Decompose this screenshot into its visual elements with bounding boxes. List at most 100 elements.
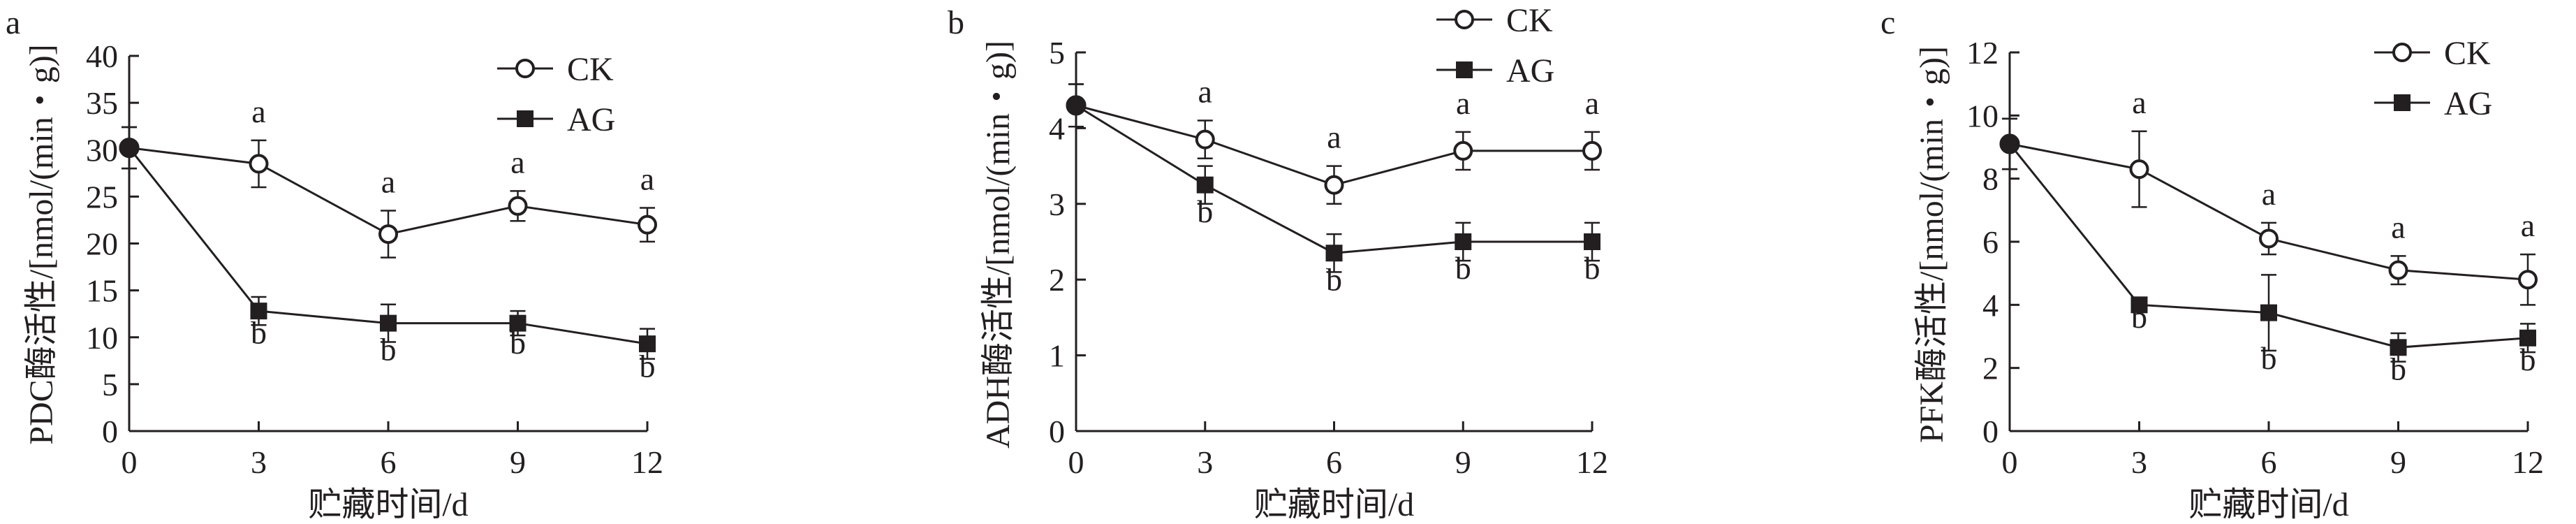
data-point [1453,140,1473,161]
y-tick-label: 35 [86,85,118,121]
significance-label: a [381,164,395,200]
significance-label: b [1326,261,1342,297]
legend-marker [2394,94,2411,111]
significance-label: a [2132,85,2146,120]
legend-entry-ag: AG [2374,85,2492,122]
legend-marker [1456,61,1473,78]
significance-label: b [2261,340,2277,376]
legend-label: CK [2444,35,2491,72]
y-tick-label: 15 [86,273,118,309]
series-line [2009,143,2529,281]
y-tick-label: 20 [86,226,118,262]
data-point [119,138,140,159]
data-point [2519,329,2536,347]
panel-label: c [1881,4,1895,41]
y-tick-label: 6 [1982,224,1999,260]
legend-label: CK [567,51,614,88]
y-tick-label: 10 [86,320,118,356]
chart-panel-c: c 0 2 4 6 8 10 12 0 3 6 9 12 贮藏时间/d PFK酶活性/[nmol/(min・… [1881,4,2544,523]
y-tick-label: 0 [1982,414,1999,449]
legend-label: AG [1506,52,1554,89]
significance-label: a [2391,209,2405,245]
significance-label: a [1585,85,1599,121]
data-point [2518,270,2538,290]
significance-label: a [251,94,265,129]
y-tick-label: 8 [1982,161,1999,197]
y-tick-label: 0 [1049,414,1065,449]
data-point [638,214,657,235]
significance-label: a [1456,85,1470,121]
x-tick-label: 12 [631,444,663,480]
x-tick-label: 9 [2390,444,2406,480]
data-point [1584,233,1600,250]
series-ck: a a a a [1999,85,2538,306]
y-tick-label: 10 [1966,98,1999,133]
x-tick-label: 0 [1068,444,1084,480]
legend-entry-ag: AG [1436,52,1554,89]
legend-entry-ck: CK [1436,2,1553,39]
y-axis-label: PDC酶活性/[nmol/(min・g)] [23,44,60,444]
significance-label: a [510,144,524,180]
legend-entry-ag: AG [497,101,615,138]
significance-label: a [640,161,654,196]
data-point [508,196,528,216]
significance-label: b [1584,250,1600,286]
x-tick-label: 0 [2002,444,2018,480]
significance-label: b [2520,342,2536,377]
legend-label: AG [567,101,615,138]
legend-label: CK [1506,2,1553,39]
significance-label: b [640,349,656,384]
data-point [509,314,527,332]
data-point [1324,175,1344,195]
data-point [380,314,397,332]
data-point [639,335,656,353]
significance-label: a [2262,176,2276,212]
y-tick-label: 1 [1049,338,1065,374]
data-point [1999,133,2020,154]
x-tick-label: 9 [1455,444,1471,480]
significance-label: b [2131,299,2147,335]
significance-label: b [251,314,267,350]
y-tick-label: 25 [86,179,118,214]
legend-entry-ck: CK [497,51,614,88]
x-axis-label: 贮藏时间/d [2188,486,2348,523]
significance-label: b [1455,250,1471,286]
x-tick-label: 6 [381,444,397,480]
x-axis-label: 贮藏时间/d [308,486,468,523]
x-tick-label: 9 [510,444,526,480]
data-point [2259,228,2279,249]
y-tick-label: 5 [1049,35,1065,71]
data-point [1066,95,1087,116]
data-point [2388,260,2408,280]
y-tick-label: 0 [102,414,118,449]
data-point [2130,296,2148,314]
data-point [378,224,398,245]
data-point [2260,304,2277,321]
data-point [1582,140,1602,161]
y-tick-label: 2 [1982,351,1999,386]
y-tick-label: 4 [1982,287,1999,323]
y-tick-label: 2 [1049,262,1065,298]
data-point [1195,129,1215,150]
y-tick-label: 5 [102,367,118,402]
data-point [1325,245,1343,262]
y-tick-label: 4 [1049,110,1065,146]
x-tick-label: 0 [122,444,138,480]
x-tick-label: 12 [2512,444,2544,480]
x-tick-label: 6 [1326,444,1342,480]
x-tick-label: 12 [1576,444,1608,480]
data-point [1455,233,1472,250]
legend-marker [1455,10,1474,29]
data-point [2390,339,2407,356]
y-tick-label: 3 [1049,187,1065,222]
y-axis-label: PFK酶活性/[nmol/(min・g)] [1913,46,1950,443]
series-ck: a a a a [1066,74,1602,205]
x-axis-label: 贮藏时间/d [1254,486,1414,523]
x-tick-label: 3 [2131,444,2147,480]
significance-label: a [2521,208,2535,243]
